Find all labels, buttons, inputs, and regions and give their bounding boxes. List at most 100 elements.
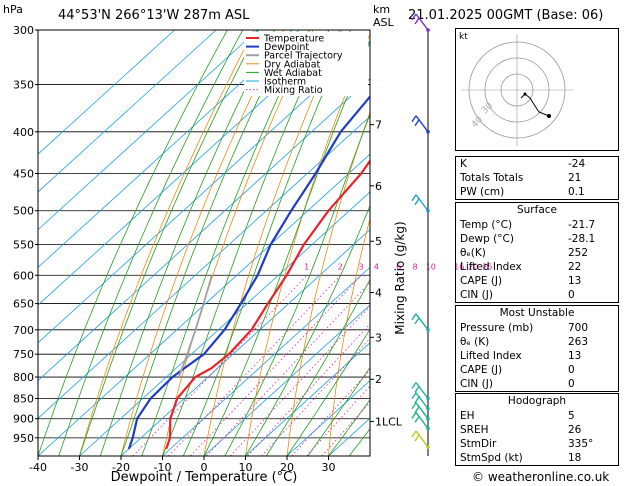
parcel-trajectory-line — [177, 275, 213, 378]
isotherm-line — [203, 304, 370, 456]
isotherm-line — [38, 30, 217, 193]
height-axis-unit: km — [373, 3, 391, 16]
legend-entry: Temperature — [263, 34, 324, 45]
pressure-tick-label: 700 — [13, 324, 34, 337]
legend-entry: Dewpoint — [264, 42, 309, 53]
surface-table: Surface Temp (°C) -21.7 Dewp (°C) -28.1 θₑ… — [455, 202, 619, 303]
location-label: 44°53'N 266°13'W 287m ASL — [58, 8, 250, 23]
wind-barb-flag — [414, 386, 420, 393]
isotherm-line — [79, 191, 370, 456]
mixing-ratio-line — [247, 323, 370, 456]
wet-adiabat-line — [38, 30, 228, 456]
isotherm-line — [38, 30, 341, 306]
pressure-tick-label: 800 — [13, 371, 34, 384]
wind-barb-flag — [414, 317, 420, 325]
legend-background — [244, 32, 368, 96]
temperature-tick-label: 10 — [239, 461, 253, 474]
wet-adiabat-line — [162, 30, 330, 456]
wind-barb-point — [426, 327, 430, 332]
surface-row: CAPE (J) 13 — [460, 275, 582, 287]
wet-adiabat-line — [328, 399, 370, 456]
wind-barb — [415, 13, 429, 31]
wind-barb-point — [426, 28, 430, 32]
index-row: K -24 — [460, 158, 586, 170]
height-tick-label: 1LCL — [375, 415, 403, 428]
pressure-tick-label: 650 — [13, 298, 34, 311]
hodograph-point — [547, 114, 551, 118]
mixing-ratio-line — [306, 385, 370, 456]
isotherm-line — [120, 229, 370, 456]
hodograph-title: Hodograph — [507, 395, 567, 407]
temperature-tick-label: 30 — [322, 461, 336, 474]
wind-barb-flag — [411, 313, 417, 321]
wind-barb-flag — [411, 194, 417, 202]
mixing-ratio-axis: Mixing Ratio (g/kg) — [392, 209, 407, 349]
wind-barb-flag — [411, 392, 417, 400]
surface-row: θₑ(K) 252 — [460, 247, 589, 259]
wind-barb-flag — [411, 430, 417, 438]
temperature-tick-label: -20 — [112, 461, 130, 474]
mixing-ratio-line — [291, 369, 370, 456]
wet-adiabat-line — [182, 30, 351, 456]
wind-barb-flag — [411, 382, 417, 389]
mu-row: Pressure (mb) 700 — [460, 322, 589, 334]
wind-barb — [415, 430, 429, 448]
surface-row: CIN (J) 0 — [460, 289, 575, 301]
hodograph-unit: kt — [459, 32, 468, 42]
dry-adiabat-line — [120, 30, 284, 456]
wet-adiabat-line — [99, 30, 275, 456]
wind-barb — [415, 392, 429, 410]
pressure-tick-label: 600 — [13, 269, 34, 282]
wind-barb-point — [426, 208, 430, 213]
pressure-tick-label: 850 — [13, 392, 34, 405]
isotherm-line — [245, 342, 370, 456]
mixing-ratio-label: 1 — [304, 262, 309, 271]
wet-adiabat-line — [141, 30, 310, 456]
wet-adiabat-line — [245, 204, 370, 456]
mu-row: Lifted Index 13 — [460, 350, 582, 362]
wind-barb-point — [426, 396, 430, 401]
mixing-ratio-label: 25 — [482, 262, 492, 271]
dewpoint-line — [127, 94, 370, 450]
dry-adiabat-line — [79, 30, 255, 456]
mixing-ratio-label: 2 — [338, 262, 343, 271]
mixing-ratio-label: 10 — [426, 262, 436, 271]
height-tick-label: 4 — [375, 287, 382, 300]
wind-barb-flag — [414, 406, 420, 414]
temperature-tick-label: -40 — [29, 461, 47, 474]
wind-barb-flag — [414, 434, 420, 442]
mixing-ratio-line — [261, 337, 370, 456]
surface-row: Lifted Index 22 — [460, 261, 582, 273]
height-tick-label: 6 — [375, 180, 382, 193]
temperature-tick-label: -30 — [71, 461, 89, 474]
wind-barb-flag — [414, 416, 420, 423]
pressure-tick-label: 400 — [13, 126, 34, 139]
wind-barb-flag — [414, 119, 420, 127]
wind-barb-point — [426, 416, 430, 421]
mixing-ratio-label: 6 — [396, 262, 401, 271]
pressure-axis-unit: hPa — [3, 3, 23, 16]
pressure-tick-label: 900 — [13, 413, 34, 426]
legend-entry: Parcel Trajectory — [264, 51, 343, 62]
hodograph-plot: kt 40 30 — [455, 28, 619, 151]
legend-entry: Isotherm — [264, 77, 306, 88]
mu-row: CAPE (J) 0 — [460, 364, 575, 376]
mixing-ratio-line — [132, 275, 308, 456]
wind-barb-flag — [414, 17, 420, 25]
wind-barb — [415, 402, 429, 420]
wet-adiabat-line — [58, 30, 244, 456]
hodograph-point — [523, 92, 527, 96]
wind-barb-flag — [411, 402, 417, 410]
mixing-ratio-label: 16 — [454, 262, 464, 271]
surface-row: Temp (°C) -21.7 — [460, 219, 596, 231]
pressure-tick-label: 550 — [13, 238, 34, 251]
mixing-ratio-line — [229, 305, 370, 456]
hodograph-table: Hodograph EH 5 SREH 26 StmDir 335° StmSpd (… — [455, 393, 619, 466]
isotherm-line — [38, 40, 370, 344]
isotherm-line — [162, 266, 370, 456]
wet-adiabat-line — [120, 30, 292, 456]
most-unstable-table: Most Unstable Pressure (mb) 700 θₑ (K) 263… — [455, 305, 619, 392]
wind-barb-flag — [414, 198, 420, 206]
